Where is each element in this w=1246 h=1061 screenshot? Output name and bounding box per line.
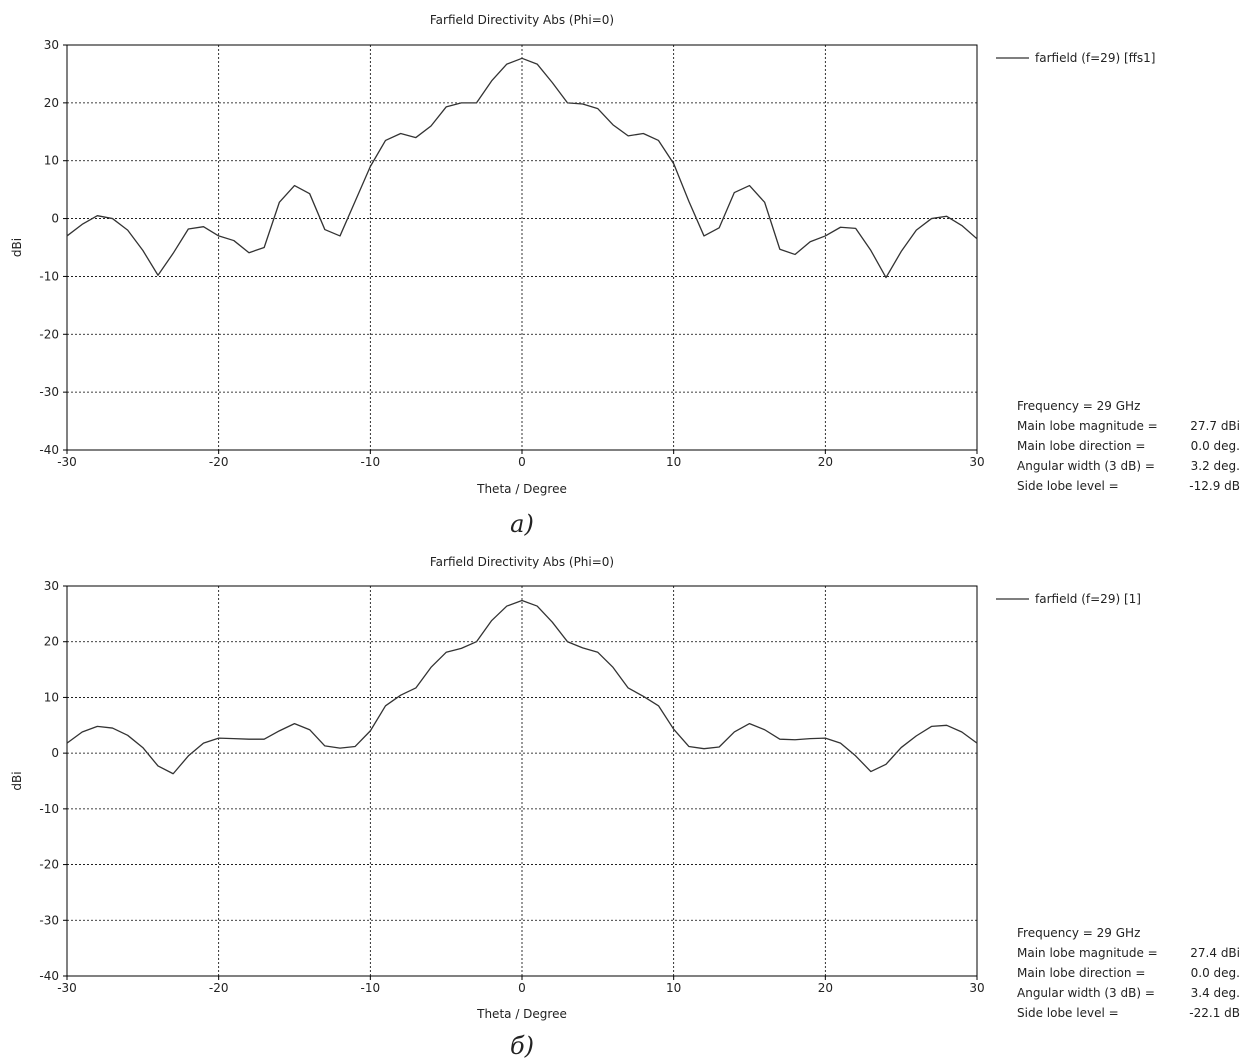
y-tick-label: -40 xyxy=(39,969,59,983)
info-label: Side lobe level = xyxy=(1017,479,1119,493)
chart-title: Farfield Directivity Abs (Phi=0) xyxy=(430,13,614,27)
x-tick-label: 20 xyxy=(818,981,833,995)
figure-caption: б) xyxy=(510,1032,534,1060)
y-tick-label: -30 xyxy=(39,385,59,399)
y-tick-label: 30 xyxy=(44,579,59,593)
x-tick-label: 10 xyxy=(666,981,681,995)
info-label: Angular width (3 dB) = xyxy=(1017,986,1155,1000)
y-tick-label: 10 xyxy=(44,154,59,168)
figure-caption: a) xyxy=(510,510,534,538)
x-tick-label: 10 xyxy=(666,455,681,469)
legend-label: farfield (f=29) [ffs1] xyxy=(1035,51,1155,65)
info-value: 27.4 dBi xyxy=(1190,946,1240,960)
legend-label: farfield (f=29) [1] xyxy=(1035,592,1141,606)
y-tick-label: -40 xyxy=(39,443,59,457)
info-label: Main lobe magnitude = xyxy=(1017,946,1158,960)
info-label: Angular width (3 dB) = xyxy=(1017,459,1155,473)
y-tick-label: 20 xyxy=(44,635,59,649)
y-tick-label: -20 xyxy=(39,858,59,872)
info-label: Main lobe magnitude = xyxy=(1017,419,1158,433)
chart-title: Farfield Directivity Abs (Phi=0) xyxy=(430,555,614,569)
x-tick-label: -10 xyxy=(361,455,381,469)
info-value: 3.4 deg. xyxy=(1191,986,1240,1000)
info-value: -12.9 dB xyxy=(1189,479,1240,493)
y-tick-label: 10 xyxy=(44,690,59,704)
y-tick-label: 20 xyxy=(44,96,59,110)
x-tick-label: -10 xyxy=(361,981,381,995)
y-tick-label: -30 xyxy=(39,913,59,927)
x-tick-label: -20 xyxy=(209,981,229,995)
y-tick-label: 30 xyxy=(44,38,59,52)
info-value: 0.0 deg. xyxy=(1191,439,1240,453)
info-label: Frequency = 29 GHz xyxy=(1017,399,1140,413)
info-label: Main lobe direction = xyxy=(1017,966,1145,980)
y-tick-label: -10 xyxy=(39,802,59,816)
series-line xyxy=(66,57,978,279)
info-value: -22.1 dB xyxy=(1189,1006,1240,1020)
info-value: 3.2 deg. xyxy=(1191,459,1240,473)
y-tick-label: 0 xyxy=(51,212,59,226)
chart-1: -30 -20 -10 0 10 20 30-40-30-20-100102030Farfi… xyxy=(10,13,1240,538)
series-line xyxy=(66,599,978,775)
x-tick-label: 0 xyxy=(518,455,526,469)
x-tick-label: 30 xyxy=(969,455,984,469)
y-axis-label: dBi xyxy=(10,238,24,257)
info-label: Side lobe level = xyxy=(1017,1006,1119,1020)
x-axis-label: Theta / Degree xyxy=(476,482,567,496)
x-tick-label: 30 xyxy=(969,981,984,995)
y-tick-label: 0 xyxy=(51,746,59,760)
x-axis-label: Theta / Degree xyxy=(476,1007,567,1021)
y-axis-label: dBi xyxy=(10,771,24,790)
chart-2: -30 -20 -10 0 10 20 30-40-30-20-100102030Farfi… xyxy=(10,555,1240,1060)
x-tick-label: -30 xyxy=(57,981,77,995)
info-value: 27.7 dBi xyxy=(1190,419,1240,433)
x-tick-label: -20 xyxy=(209,455,229,469)
x-tick-label: 0 xyxy=(518,981,526,995)
y-tick-label: -20 xyxy=(39,327,59,341)
info-value: 0.0 deg. xyxy=(1191,966,1240,980)
x-tick-label: 20 xyxy=(818,455,833,469)
y-tick-label: -10 xyxy=(39,269,59,283)
plot-area xyxy=(66,585,978,977)
x-tick-label: -30 xyxy=(57,455,77,469)
info-label: Main lobe direction = xyxy=(1017,439,1145,453)
info-label: Frequency = 29 GHz xyxy=(1017,926,1140,940)
